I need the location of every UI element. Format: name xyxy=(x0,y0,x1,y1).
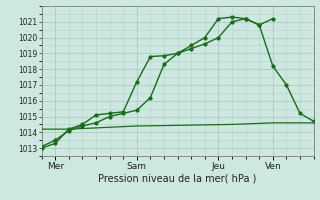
X-axis label: Pression niveau de la mer( hPa ): Pression niveau de la mer( hPa ) xyxy=(99,173,257,183)
